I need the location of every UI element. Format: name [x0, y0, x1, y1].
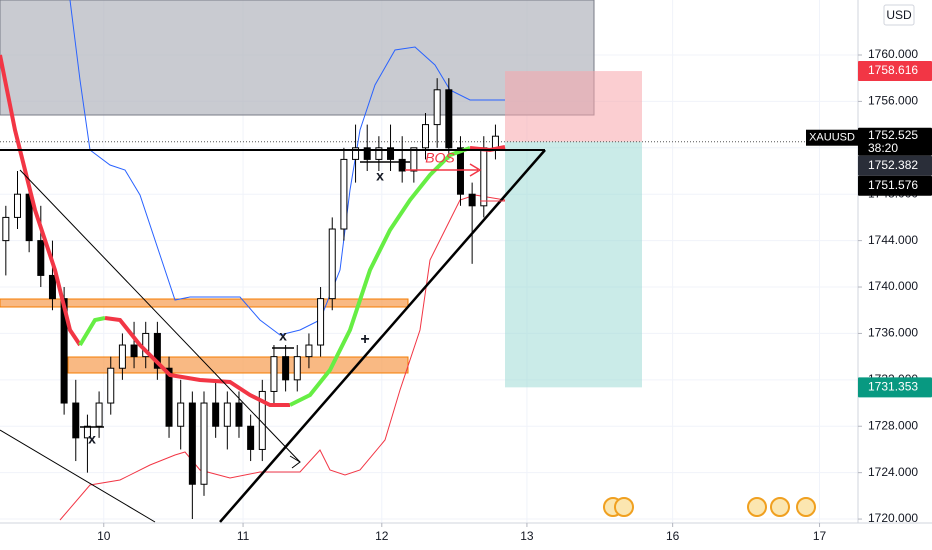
candle-body — [375, 147, 383, 160]
price-tag-label: 1752.525 — [868, 128, 918, 142]
candle-body — [491, 135, 499, 149]
ma-up — [289, 146, 471, 407]
x-tick-label: 17 — [813, 529, 827, 543]
candle-body — [2, 216, 10, 242]
candle-body — [247, 425, 255, 450]
bos-arrow — [405, 163, 482, 177]
candle-body — [270, 356, 278, 392]
arrow — [289, 455, 301, 469]
annotation: x — [88, 431, 96, 447]
candle-body — [422, 124, 430, 149]
candle-body — [305, 344, 313, 358]
lower-band — [59, 194, 506, 521]
y-tick-label: 1724.000 — [868, 465, 918, 479]
candle-body — [188, 402, 196, 485]
candle-body — [200, 402, 208, 485]
x-tick-label: 10 — [97, 529, 111, 543]
trend-line — [219, 149, 546, 523]
candle-body — [153, 332, 161, 369]
candle-body — [340, 158, 348, 230]
price-tag-label: 1751.576 — [868, 178, 918, 192]
price-tag — [858, 377, 932, 398]
ma-down — [104, 316, 290, 407]
event-icon — [747, 497, 767, 517]
y-tick-label: 1720.000 — [868, 511, 918, 525]
risk-box — [505, 71, 642, 142]
candle-body — [212, 402, 220, 427]
price-tag-label: 1758.616 — [868, 63, 918, 77]
candle-body — [258, 390, 266, 450]
x-tick-label: 13 — [520, 529, 534, 543]
position-layer — [0, 71, 858, 388]
candle-body — [387, 147, 395, 160]
event-icons — [603, 497, 816, 517]
reward-box — [505, 141, 642, 388]
candle-body — [118, 344, 126, 369]
trend-line — [19, 169, 301, 463]
candle-body — [72, 402, 80, 439]
annotation: x — [376, 168, 384, 184]
candle-body — [235, 402, 243, 427]
candle-body — [95, 402, 103, 427]
ma-down — [0, 54, 82, 347]
currency: USD — [886, 8, 912, 22]
candle-body — [48, 274, 56, 300]
y-tick-label: 1756.000 — [868, 94, 918, 108]
supply-zone — [0, 0, 595, 116]
candle-body — [130, 344, 138, 358]
x-tick-label: 16 — [666, 529, 680, 543]
candle-body — [107, 367, 115, 404]
price-tag — [858, 127, 932, 156]
candle-body — [165, 367, 173, 427]
trend-line — [0, 429, 156, 523]
annotation: BOS — [425, 150, 455, 166]
candle-body — [398, 158, 406, 172]
countdown: 38:20 — [868, 141, 898, 155]
event-icon — [796, 497, 816, 517]
candle-body — [37, 240, 45, 276]
x-tick-label: 11 — [237, 529, 250, 543]
candle-body — [13, 193, 21, 218]
price-tag — [858, 61, 932, 82]
candle-body — [282, 356, 290, 381]
y-tick-label: 1740.000 — [868, 279, 918, 293]
price-tag-label: 1731.353 — [868, 380, 918, 394]
candle-body — [480, 147, 488, 207]
x-tick-label: 12 — [375, 529, 389, 543]
currency-box — [883, 4, 915, 26]
upper-band — [69, 0, 505, 336]
candle-body — [83, 425, 91, 439]
candle-body — [177, 402, 185, 427]
annotation: x — [279, 328, 287, 344]
candle-body — [433, 89, 441, 126]
annotation: + — [360, 331, 369, 348]
symbol: XAUUSD — [809, 132, 855, 144]
candle-body — [223, 402, 231, 427]
y-tick-label: 1736.000 — [868, 326, 918, 340]
candle-body — [352, 147, 360, 160]
ma-up — [78, 316, 106, 347]
candle-body — [410, 147, 418, 172]
candle-body — [468, 193, 476, 207]
candles-layer — [2, 78, 499, 520]
event-icon — [770, 497, 790, 517]
candle-body — [456, 147, 464, 195]
price-tag — [858, 155, 932, 176]
candle-body — [317, 298, 325, 346]
candle-body — [363, 147, 371, 160]
price-tag-label: 1752.382 — [868, 158, 918, 172]
symbol-tag — [806, 129, 858, 146]
y-tick-label: 1744.000 — [868, 233, 918, 247]
y-tick-label: 1760.000 — [868, 47, 918, 61]
event-icon — [614, 497, 634, 517]
y-tick-label: 1728.000 — [868, 418, 918, 432]
price-tag — [858, 175, 932, 196]
candle-body — [293, 356, 301, 381]
candle-body — [328, 228, 336, 300]
zone — [0, 298, 409, 308]
candle-body — [445, 89, 453, 149]
